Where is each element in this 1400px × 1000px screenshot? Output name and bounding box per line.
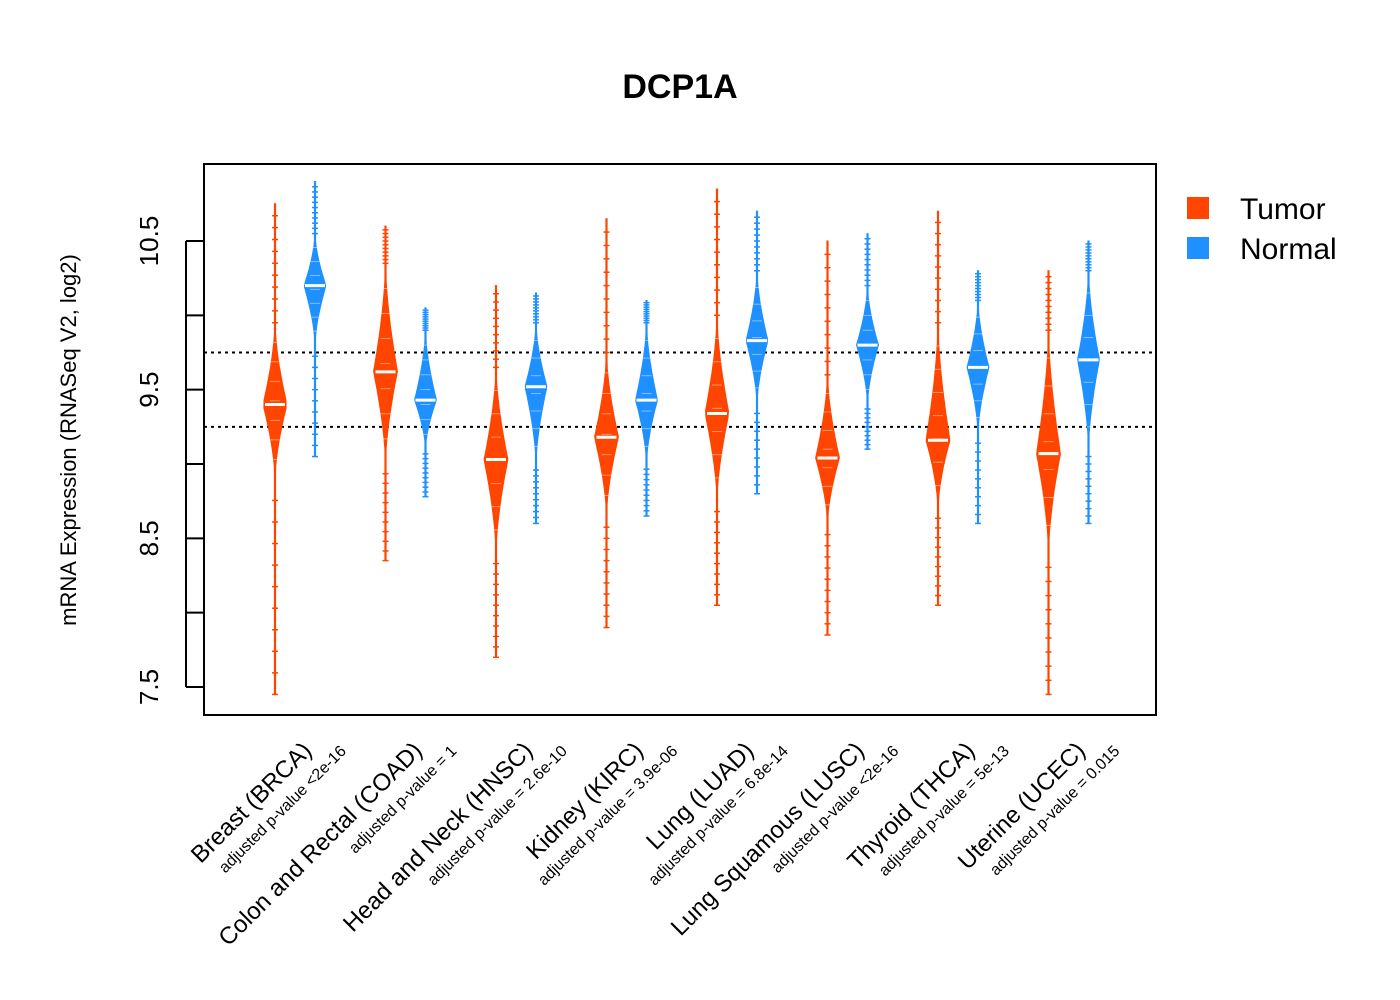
chart-title: DCP1A	[622, 68, 737, 106]
violin-group	[483, 285, 548, 659]
legend: Tumor Normal	[1187, 193, 1337, 266]
x-axis-labels: Breast (BRCA)adjusted p-value <2e-16Colo…	[186, 737, 1123, 951]
violins	[263, 181, 1100, 696]
violin-group	[594, 218, 658, 629]
violin-body-normal	[635, 300, 658, 517]
violin-body-tumor	[704, 188, 730, 606]
y-axis-label: mRNA Expression (RNASeq V2, log2)	[56, 254, 81, 626]
y-tick-label: 8.5	[134, 520, 164, 556]
y-tick-label: 9.5	[134, 372, 164, 408]
violin-body-normal	[524, 292, 548, 524]
violin-body-normal	[746, 210, 768, 495]
y-tick-label: 7.5	[134, 669, 164, 705]
legend-swatch-tumor	[1187, 197, 1209, 219]
reference-lines	[204, 351, 1156, 428]
violin-group	[815, 233, 880, 636]
violin-body-tumor	[815, 240, 840, 636]
legend-swatch-normal	[1187, 237, 1209, 259]
violin-group	[704, 188, 768, 606]
violin-body-tumor	[925, 210, 951, 606]
violin-body-normal	[414, 307, 437, 498]
violin-body-tumor	[594, 218, 619, 628]
violin-body-normal	[966, 270, 990, 524]
violin-body-tumor	[1036, 270, 1061, 695]
violin-body-tumor	[263, 203, 287, 695]
y-axis: 7.5 8.5 9.5 10.5	[134, 216, 204, 705]
violin-group	[263, 181, 327, 696]
plot-frame	[203, 163, 1157, 716]
legend-label-normal: Normal	[1240, 233, 1337, 266]
violin-group	[925, 210, 990, 606]
violin-body-tumor	[483, 285, 509, 658]
violin-body-tumor	[373, 225, 398, 562]
legend-label-tumor: Tumor	[1240, 193, 1326, 226]
violin-group	[373, 225, 437, 562]
y-tick-label: 10.5	[134, 216, 164, 267]
violin-group	[1036, 240, 1100, 696]
violin-body-normal	[855, 233, 880, 450]
